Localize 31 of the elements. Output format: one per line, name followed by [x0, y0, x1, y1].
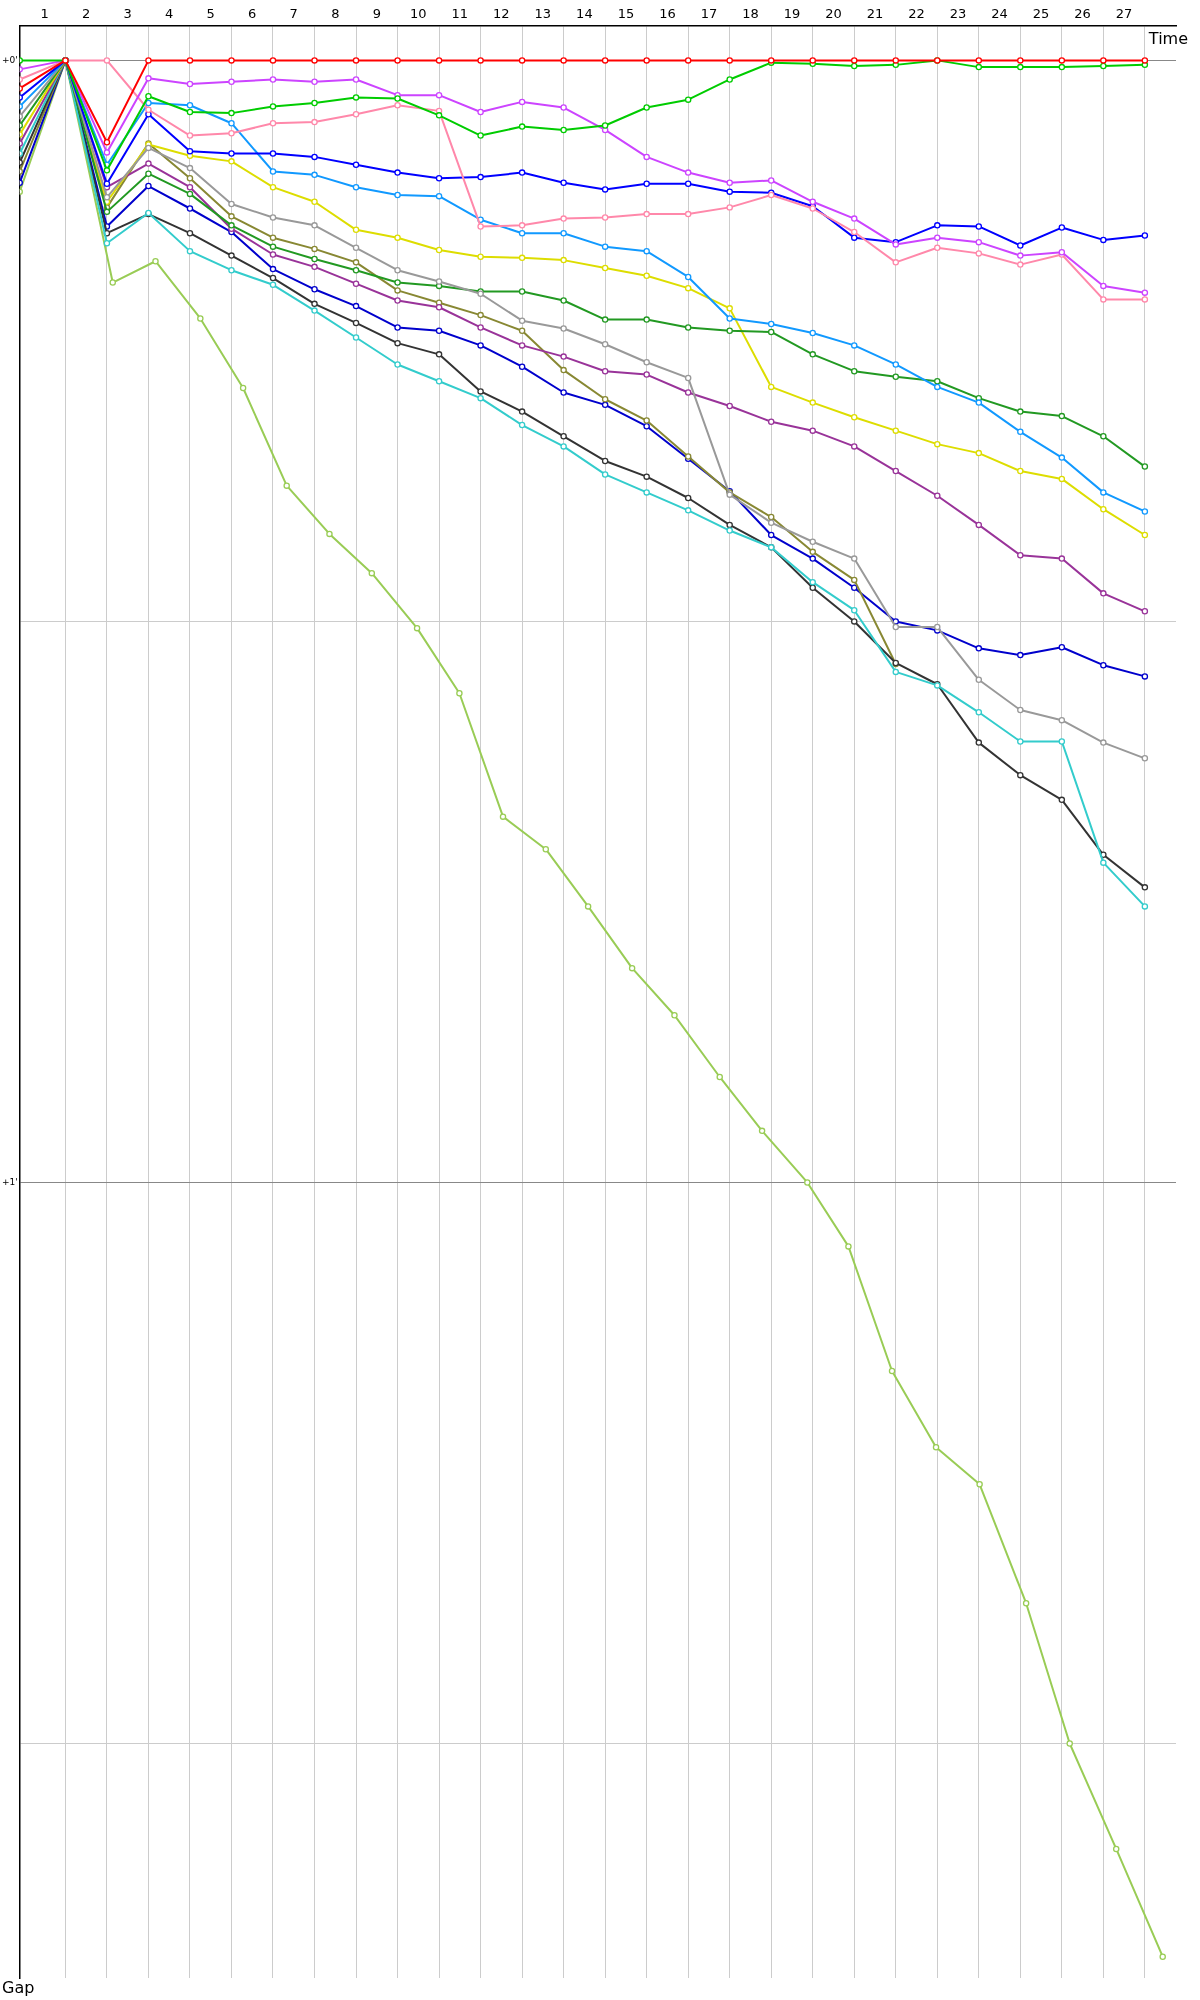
x-tick-label: 12: [493, 6, 510, 22]
x-tick-label: 11: [451, 6, 469, 22]
x-tick-label: 9: [372, 6, 381, 22]
x-tick-label: 7: [289, 6, 298, 22]
x-tick-label: 14: [576, 6, 593, 22]
x-tick-label: 17: [700, 6, 718, 22]
x-tick-label: 26: [1074, 6, 1091, 22]
x-tick-label: 24: [991, 6, 1008, 22]
x-tick-label: 15: [617, 6, 635, 22]
y-axis-title: Gap: [2, 1978, 35, 1998]
x-tick-label: 1: [40, 6, 49, 22]
x-tick-label: 4: [165, 6, 174, 22]
x-tick-label: 10: [410, 6, 427, 22]
x-tick-label: 22: [908, 6, 925, 22]
x-tick-label: 13: [534, 6, 552, 22]
y-tick-label: +1': [1, 1176, 18, 1187]
x-tick-label: 3: [123, 6, 132, 22]
x-tick-label: 19: [783, 6, 801, 22]
x-tick-label: 21: [866, 6, 884, 22]
x-axis-title: Time: [1147, 28, 1188, 48]
x-tick-label: 2: [82, 6, 91, 22]
x-tick-label: 27: [1115, 6, 1133, 22]
x-tick-label: 5: [206, 6, 215, 22]
x-tick-label: 23: [949, 6, 967, 22]
x-tick-label: 16: [659, 6, 676, 22]
x-tick-label: 25: [1032, 6, 1050, 22]
x-tick-label: 8: [331, 6, 340, 22]
x-tick-label: 18: [742, 6, 759, 22]
x-tick-label: 6: [248, 6, 257, 22]
y-tick-label: +0': [1, 54, 18, 65]
x-tick-label: 20: [825, 6, 842, 22]
